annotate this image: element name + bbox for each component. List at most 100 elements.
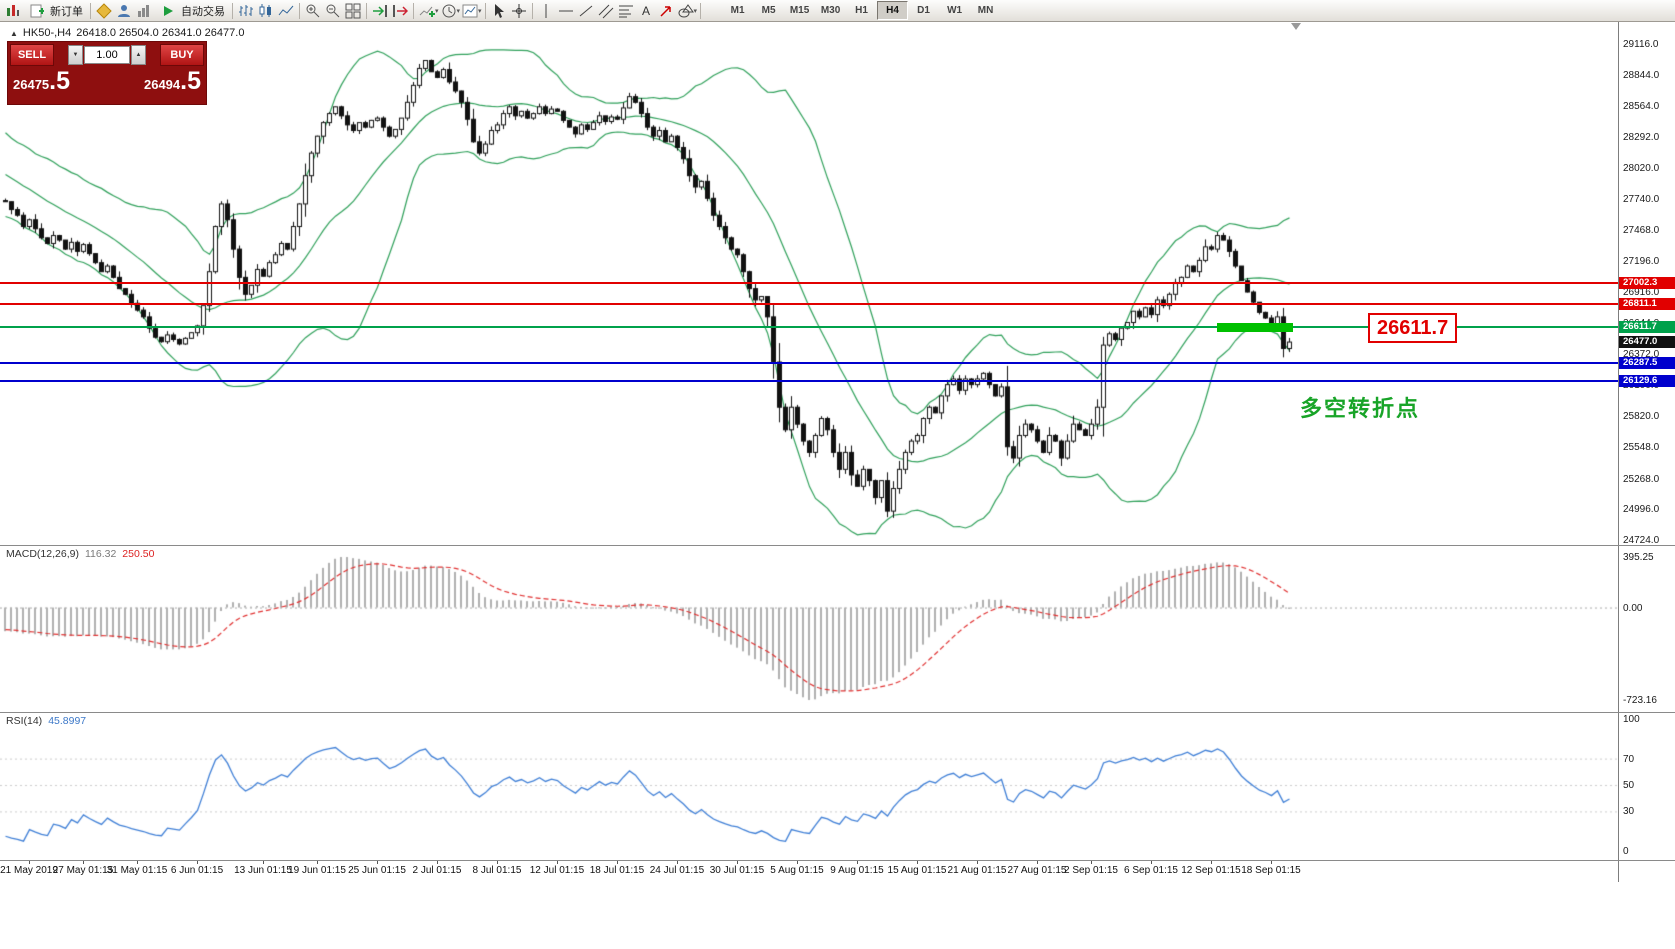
rsi-axis-label: 50 [1623,780,1635,791]
timeframe-M5[interactable]: M5 [761,5,776,16]
chart-shift-marker[interactable] [1291,23,1301,30]
buy-price: 26494.5 [144,66,201,96]
time-label: 2 Jul 01:15 [412,865,462,876]
time-tick [497,860,498,864]
indicators-icon[interactable] [417,1,437,20]
turning-point-note[interactable]: 多空转折点 [1300,396,1421,421]
timeframe-M1[interactable]: M1 [730,5,745,16]
time-tick [977,860,978,864]
volume-down-button[interactable]: ▼ [68,45,83,65]
text-label-icon[interactable]: A [636,1,656,20]
one-click-trading-panel: SELL ▼ ▲ BUY 26475.5 26494.5 [8,42,206,104]
price-axis-label: 28292.0 [1623,132,1660,144]
timeframe-D1[interactable]: D1 [917,5,930,16]
time-axis[interactable]: 21 May 2019 27 May 01:15 31 May 01:15 6 Jun… [0,860,1675,882]
time-label: 31 May 01:15 [106,865,168,876]
arrow-object-icon[interactable] [656,1,676,20]
new-order-icon [27,1,47,20]
time-tick [197,860,198,864]
sell-price: 26475.5 [13,66,70,96]
price-callout-label[interactable]: 26611.7 [1368,313,1458,343]
time-tick [1211,860,1212,864]
rsi-axis-label: 70 [1623,753,1635,765]
cursor-icon[interactable] [489,1,509,20]
toolbar-separator [531,2,533,19]
time-label: 27 May 01:15 [52,865,114,876]
chart-ohlc: 26418.0 26504.0 26341.0 26477.0 [76,27,245,39]
new-order-label: 新订单 [50,5,83,18]
signals-icon[interactable] [114,1,134,20]
time-label: 30 Jul 01:15 [709,865,765,876]
toolbar-separator [366,2,367,19]
periods-icon[interactable] [439,1,459,20]
zoom-in-icon[interactable] [303,1,323,20]
macd-axis-label: -723.16 [1623,695,1657,706]
rsi-axis-label: 100 [1623,714,1640,725]
rsi-panel-separator[interactable] [0,712,1675,713]
rsi-panel-canvas[interactable] [0,712,1618,860]
time-tick [617,860,618,864]
main-chart-canvas[interactable] [0,22,1618,545]
sell-button[interactable]: SELL [10,44,54,66]
horizontal-line-icon[interactable] [556,1,576,20]
price-axis-label: 27740.0 [1623,194,1660,206]
shapes-caret-icon[interactable]: ▾ [693,7,698,15]
zoom-out-icon[interactable] [323,1,343,20]
price-tag-26477.0: 26477.0 [1619,336,1675,349]
macd-panel-canvas[interactable] [0,545,1618,712]
time-label: 6 Sep 01:15 [1124,865,1178,876]
auto-trading-button[interactable]: 自动交易 [154,1,229,20]
timeframe-M30[interactable]: M30 [820,5,841,16]
time-label: 9 Aug 01:15 [830,865,884,876]
reports-icon[interactable] [134,1,154,20]
time-tick [317,860,318,864]
market-icon[interactable] [94,1,114,20]
toolbar-separator [413,2,414,19]
toolbar-separator [90,2,91,19]
timeframe-toolbar: M1 M5 M15 M30 H1 H4 D1 W1 MN [722,1,1001,20]
time-tick [377,860,378,864]
chart-shift-icon[interactable] [390,1,410,20]
timeframe-MN[interactable]: MN [977,5,994,16]
time-tick [29,860,30,864]
timeframe-W1[interactable]: W1 [947,5,963,16]
time-tick [1091,860,1092,864]
time-label: 24 Jul 01:15 [649,865,705,876]
volume-input[interactable] [84,46,130,64]
tile-windows-icon[interactable] [343,1,363,20]
timeframe-H4[interactable]: H4 [877,1,909,20]
channel-icon[interactable] [596,1,616,20]
volume-up-button[interactable]: ▲ [131,45,146,65]
chart-line-icon[interactable] [276,1,296,20]
price-tag-26287.5: 26287.5 [1619,357,1675,370]
price-axis-label: 26372.0 [1623,348,1660,360]
chart-symbol: HK50-,H4 [22,27,72,39]
buy-button[interactable]: BUY [160,44,204,66]
templates-icon[interactable] [460,1,480,20]
fibonacci-icon[interactable] [616,1,636,20]
macd-panel-separator[interactable] [0,545,1675,546]
auto-scroll-icon[interactable] [370,1,390,20]
price-axis[interactable]: 29116.0 28844.0 28564.0 28292.0 28020.0 27740… [1618,22,1675,882]
trendline-icon[interactable] [576,1,596,20]
templates-caret-icon[interactable]: ▾ [478,7,482,15]
crosshair-icon[interactable] [509,1,529,20]
chart-candles-icon[interactable] [256,1,276,20]
shapes-icon[interactable] [676,1,696,20]
indicators-caret-icon[interactable]: ▾ [435,7,439,15]
periods-caret-icon[interactable]: ▾ [456,7,461,15]
price-axis-label: 26916.0 [1623,287,1660,299]
price-axis-label: 24996.0 [1623,504,1660,516]
chart-bars-icon[interactable] [236,1,256,20]
auto-trading-label: 自动交易 [181,5,225,18]
trade-panel-toggle-icon[interactable]: ▲ [10,28,18,38]
timeframe-H1[interactable]: H1 [855,5,868,16]
timeframe-M15[interactable]: M15 [789,5,810,16]
new-order-button[interactable]: 新订单 [23,1,87,20]
price-axis-label: 27468.0 [1623,225,1660,237]
rsi-axis-label: 0 [1623,846,1629,857]
highlight-segment[interactable] [1217,322,1293,332]
macd-value-signal: 250.50 [122,548,155,560]
price-axis-label: 28564.0 [1623,101,1660,113]
vertical-line-icon[interactable] [536,1,556,20]
